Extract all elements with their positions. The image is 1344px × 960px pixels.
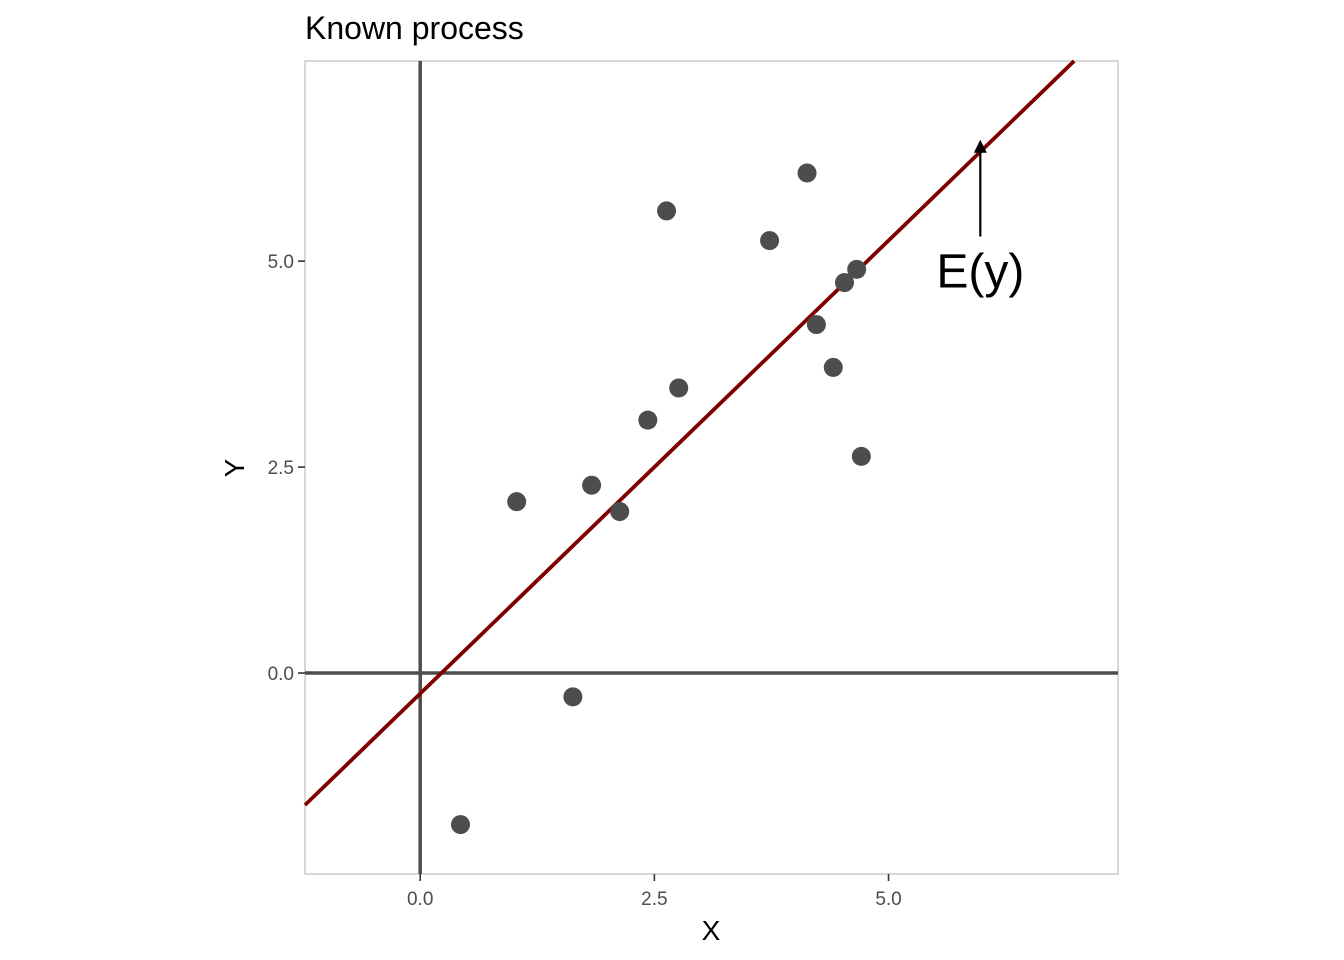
x-axis-ticks: 0.0 2.5 5.0	[407, 874, 902, 910]
data-point	[563, 687, 583, 707]
data-point	[851, 446, 871, 466]
y-tick-label: 0.0	[268, 664, 294, 685]
data-point	[806, 315, 826, 335]
data-point	[797, 163, 817, 183]
data-point	[610, 502, 630, 522]
annotation-label: E(y)	[936, 245, 1024, 298]
data-points	[450, 163, 871, 835]
plot-panel	[304, 60, 1119, 875]
expected-value-line	[303, 59, 1076, 807]
data-point	[582, 475, 602, 495]
x-axis-title: X	[702, 915, 721, 946]
data-point	[638, 410, 658, 430]
data-point	[657, 201, 677, 221]
annotation-arrow-head	[973, 139, 987, 153]
expected-value-line-group	[303, 59, 1076, 807]
data-point	[847, 259, 867, 279]
x-tick-label: 5.0	[875, 889, 901, 910]
y-tick-label: 5.0	[268, 252, 294, 273]
data-point	[760, 231, 780, 251]
data-point	[669, 378, 689, 398]
data-point	[450, 815, 470, 835]
x-tick-label: 0.0	[407, 889, 433, 910]
y-axis-ticks: 0.0 2.5 5.0	[268, 252, 305, 685]
chart-title: Known process	[305, 10, 524, 46]
annotation-group: E(y)	[936, 139, 1024, 298]
data-point	[823, 357, 843, 377]
data-point	[835, 273, 855, 293]
y-tick-label: 2.5	[268, 458, 294, 479]
data-point	[507, 492, 527, 512]
x-tick-label: 2.5	[641, 889, 667, 910]
y-axis-title: Y	[219, 458, 250, 477]
